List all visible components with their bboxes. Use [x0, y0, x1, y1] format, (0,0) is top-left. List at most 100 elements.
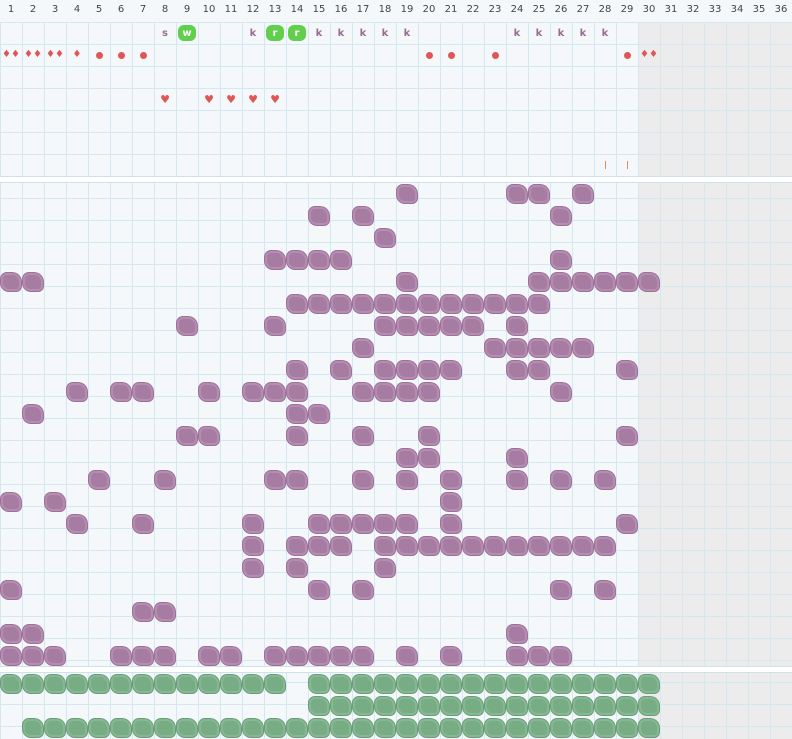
- purple-cell[interactable]: [352, 381, 374, 403]
- purple-cell[interactable]: [352, 293, 374, 315]
- purple-cell[interactable]: [550, 205, 572, 227]
- green-cell[interactable]: [462, 717, 484, 739]
- drop-row-cell-day-4[interactable]: ♦: [66, 44, 88, 66]
- purple-cell[interactable]: [572, 183, 594, 205]
- heart-row-cell-day-10[interactable]: ♥: [198, 88, 220, 110]
- purple-cell[interactable]: [418, 381, 440, 403]
- green-cell[interactable]: [528, 717, 550, 739]
- purple-cell[interactable]: [484, 293, 506, 315]
- green-cell[interactable]: [110, 673, 132, 695]
- green-cell[interactable]: [594, 695, 616, 717]
- day-number-12[interactable]: 12: [246, 4, 260, 15]
- purple-cell[interactable]: [418, 425, 440, 447]
- drop-row-cell-day-1[interactable]: ♦♦: [0, 44, 22, 66]
- purple-cell[interactable]: [330, 249, 352, 271]
- green-cell[interactable]: [616, 717, 638, 739]
- purple-cell[interactable]: [352, 469, 374, 491]
- purple-cell[interactable]: [396, 447, 418, 469]
- purple-cell[interactable]: [396, 513, 418, 535]
- purple-cell[interactable]: [550, 381, 572, 403]
- letter-row-cell-day-14[interactable]: r: [286, 22, 308, 44]
- purple-cell[interactable]: [374, 381, 396, 403]
- green-cell[interactable]: [594, 673, 616, 695]
- purple-cell[interactable]: [440, 359, 462, 381]
- purple-cell[interactable]: [506, 337, 528, 359]
- drop-row-cell-day-29[interactable]: [616, 44, 638, 66]
- drop-row-cell-day-3[interactable]: ♦♦: [44, 44, 66, 66]
- day-number-7[interactable]: 7: [139, 4, 147, 15]
- purple-cell[interactable]: [132, 381, 154, 403]
- purple-cell[interactable]: [418, 359, 440, 381]
- letter-row-cell-day-13[interactable]: r: [264, 22, 286, 44]
- green-cell[interactable]: [330, 695, 352, 717]
- purple-cell[interactable]: [198, 425, 220, 447]
- purple-cell[interactable]: [110, 381, 132, 403]
- green-cell[interactable]: [308, 717, 330, 739]
- purple-cell[interactable]: [462, 293, 484, 315]
- purple-cell[interactable]: [286, 535, 308, 557]
- purple-cell[interactable]: [396, 535, 418, 557]
- green-cell[interactable]: [198, 673, 220, 695]
- purple-cell[interactable]: [418, 293, 440, 315]
- green-cell[interactable]: [418, 673, 440, 695]
- drop-row-cell-day-30[interactable]: ♦♦: [638, 44, 660, 66]
- purple-cell[interactable]: [572, 535, 594, 557]
- green-cell[interactable]: [528, 673, 550, 695]
- purple-cell[interactable]: [440, 535, 462, 557]
- purple-cell[interactable]: [0, 491, 22, 513]
- drop-row-cell-day-7[interactable]: [132, 44, 154, 66]
- purple-cell[interactable]: [330, 535, 352, 557]
- green-cell[interactable]: [264, 673, 286, 695]
- letter-row-cell-day-9[interactable]: w: [176, 22, 198, 44]
- purple-cell[interactable]: [396, 183, 418, 205]
- purple-cell[interactable]: [616, 513, 638, 535]
- purple-cell[interactable]: [286, 381, 308, 403]
- purple-cell[interactable]: [22, 403, 44, 425]
- day-number-31[interactable]: 31: [664, 4, 678, 15]
- green-cell[interactable]: [352, 717, 374, 739]
- purple-cell[interactable]: [242, 557, 264, 579]
- green-cell[interactable]: [66, 673, 88, 695]
- purple-cell[interactable]: [308, 249, 330, 271]
- purple-cell[interactable]: [506, 535, 528, 557]
- purple-cell[interactable]: [0, 579, 22, 601]
- purple-cell[interactable]: [506, 447, 528, 469]
- purple-cell[interactable]: [330, 359, 352, 381]
- green-cell[interactable]: [506, 695, 528, 717]
- green-cell[interactable]: [374, 695, 396, 717]
- purple-cell[interactable]: [286, 359, 308, 381]
- heart-row-cell-day-11[interactable]: ♥: [220, 88, 242, 110]
- purple-cell[interactable]: [550, 579, 572, 601]
- green-cell[interactable]: [616, 673, 638, 695]
- purple-cell[interactable]: [396, 645, 418, 667]
- purple-cell[interactable]: [440, 315, 462, 337]
- green-cell[interactable]: [198, 717, 220, 739]
- green-cell[interactable]: [550, 695, 572, 717]
- letter-row-cell-day-8[interactable]: s: [154, 22, 176, 44]
- green-cell[interactable]: [572, 717, 594, 739]
- purple-cell[interactable]: [594, 579, 616, 601]
- day-number-2[interactable]: 2: [29, 4, 37, 15]
- purple-cell[interactable]: [374, 227, 396, 249]
- purple-cell[interactable]: [0, 623, 22, 645]
- day-number-10[interactable]: 10: [202, 4, 216, 15]
- green-cell[interactable]: [396, 673, 418, 695]
- purple-cell[interactable]: [66, 513, 88, 535]
- purple-cell[interactable]: [352, 205, 374, 227]
- green-cell[interactable]: [44, 717, 66, 739]
- purple-cell[interactable]: [264, 249, 286, 271]
- purple-cell[interactable]: [352, 579, 374, 601]
- purple-cell[interactable]: [484, 535, 506, 557]
- green-cell[interactable]: [638, 673, 660, 695]
- day-number-30[interactable]: 30: [642, 4, 656, 15]
- purple-cell[interactable]: [572, 271, 594, 293]
- purple-cell[interactable]: [506, 623, 528, 645]
- purple-cell[interactable]: [462, 535, 484, 557]
- green-cell[interactable]: [616, 695, 638, 717]
- green-cell[interactable]: [132, 717, 154, 739]
- letter-row-cell-day-25[interactable]: k: [528, 22, 550, 44]
- green-cell[interactable]: [374, 673, 396, 695]
- green-cell[interactable]: [308, 673, 330, 695]
- purple-cell[interactable]: [308, 403, 330, 425]
- purple-cell[interactable]: [264, 315, 286, 337]
